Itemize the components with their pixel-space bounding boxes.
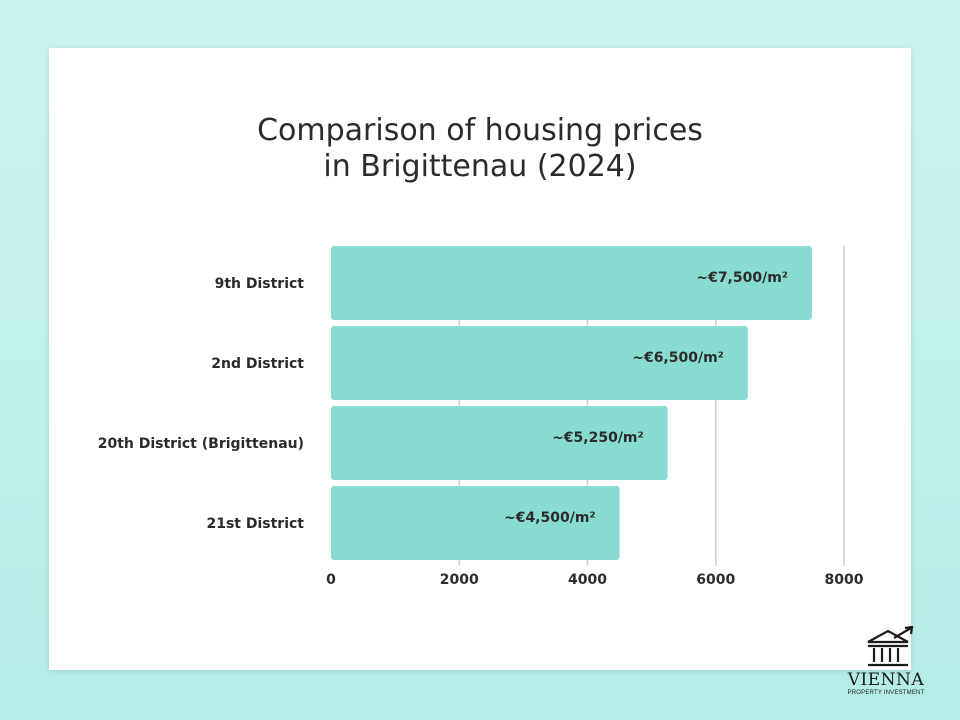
data-label-2: ~€6,500/m² xyxy=(632,350,724,366)
vienna-logo: VIENNA PROPERTY INVESTMENT xyxy=(836,625,936,704)
category-label-3: 20th District (Brigittenau) xyxy=(98,436,304,452)
category-label-4: 21st District xyxy=(206,516,304,532)
chart-title-line-2: in Brigittenau (2024) xyxy=(323,149,637,184)
tick-label-2000: 2000 xyxy=(440,572,479,588)
bar-2 xyxy=(331,326,748,400)
category-label-2: 2nd District xyxy=(211,356,304,372)
logo-tagline: PROPERTY INVESTMENT xyxy=(847,690,925,696)
category-label-1: 9th District xyxy=(215,276,305,292)
bar-4 xyxy=(331,486,620,560)
tick-label-0: 0 xyxy=(326,572,336,588)
chart-title-line-1: Comparison of housing prices xyxy=(257,113,703,148)
logo-brand-name: VIENNA xyxy=(847,670,925,690)
chart-title: Comparison of housing prices in Brigitte… xyxy=(0,113,960,185)
tick-label-6000: 6000 xyxy=(696,572,735,588)
bar-1 xyxy=(331,246,812,320)
building-growth-icon xyxy=(867,625,914,667)
data-label-3: ~€5,250/m² xyxy=(552,430,644,446)
tick-label-4000: 4000 xyxy=(568,572,607,588)
tick-label-8000: 8000 xyxy=(825,572,864,588)
bar-3 xyxy=(331,406,668,480)
data-label-1: ~€7,500/m² xyxy=(696,270,788,286)
data-label-4: ~€4,500/m² xyxy=(504,510,596,526)
